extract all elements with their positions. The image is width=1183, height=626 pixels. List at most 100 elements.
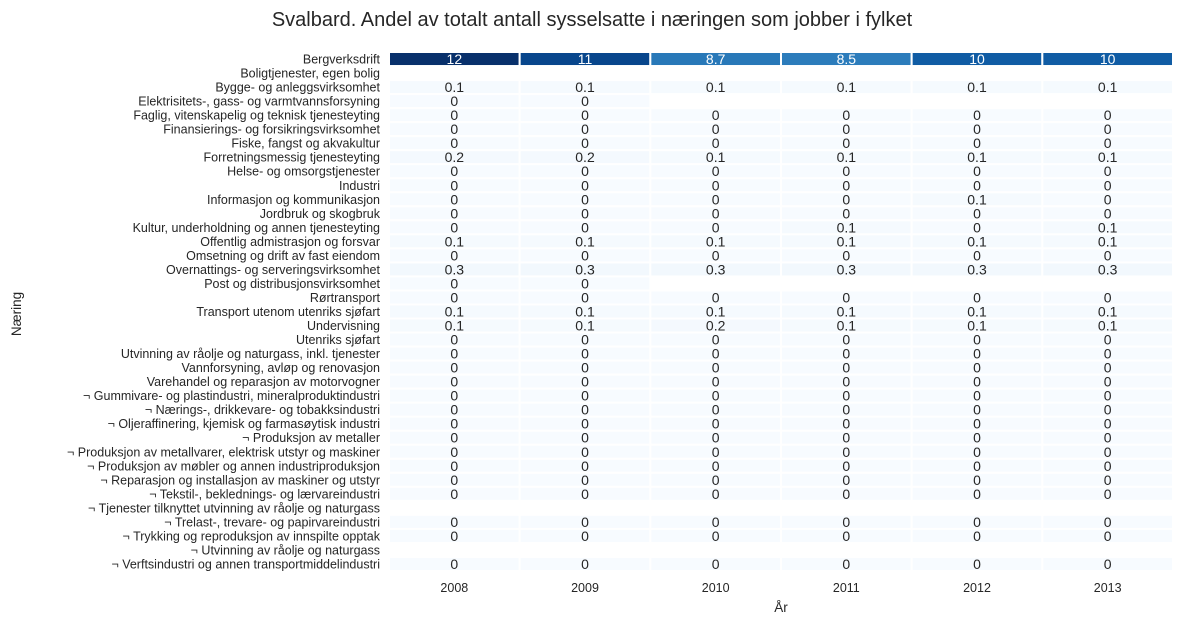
row-label: Fiske, fangst og akvakultur — [231, 137, 380, 151]
cell-value-label: 0 — [581, 177, 589, 193]
cell-value-label: 0 — [973, 219, 981, 235]
row-label: Post og distribusjonsvirksomhet — [204, 277, 380, 291]
cell-value-label: 0 — [1104, 346, 1112, 362]
cell-value-label: 0 — [1104, 472, 1112, 488]
row-label: ¬ Tjenester tilknyttet utvinning av råol… — [88, 501, 380, 515]
cell-value-label: 0 — [1104, 486, 1112, 502]
cell-value-label: 0.1 — [1098, 219, 1118, 235]
cell-value-label: 0 — [712, 135, 720, 151]
cell-value-label: 0 — [450, 107, 458, 123]
cell-value-label: 0 — [973, 205, 981, 221]
cell-value-label: 0 — [450, 430, 458, 446]
heatmap-cell — [1041, 51, 1175, 68]
row-label: Jordbruk og skogbruk — [260, 207, 381, 221]
cell-value-label: 0 — [450, 332, 458, 348]
cell-value-label: 0 — [581, 289, 589, 305]
row-label: Overnattings- og serveringsvirksomhet — [166, 263, 380, 277]
cell-value-label: 0 — [581, 275, 589, 291]
cell-value-label: 0 — [450, 135, 458, 151]
cell-value-label: 0 — [450, 93, 458, 109]
cell-value-label: 0 — [712, 472, 720, 488]
cell-value-label: 0 — [581, 163, 589, 179]
x-tick-label: 2008 — [440, 581, 468, 595]
cell-value-label: 0.3 — [575, 261, 595, 277]
cell-value-label: 0 — [581, 93, 589, 109]
cell-value-label: 0 — [1104, 107, 1112, 123]
cell-value-label: 0.1 — [967, 304, 987, 320]
cell-value-label: 0 — [581, 219, 589, 235]
cell-value-label: 0.1 — [575, 304, 595, 320]
cell-value-label: 0.1 — [967, 233, 987, 249]
cell-value-label: 0.1 — [837, 304, 857, 320]
cell-value-label: 0 — [973, 444, 981, 460]
heatmap-cell — [1041, 485, 1175, 502]
cell-value-label: 0 — [450, 346, 458, 362]
cell-value-label: 0 — [712, 374, 720, 390]
cell-value-label: 0 — [712, 444, 720, 460]
cell-value-label: 0 — [712, 556, 720, 572]
x-tick-label: 2012 — [963, 581, 991, 595]
cell-value-label: 0 — [842, 430, 850, 446]
cell-value-label: 0 — [842, 374, 850, 390]
cell-value-label: 0 — [842, 360, 850, 376]
cell-value-label: 0 — [973, 374, 981, 390]
cell-value-label: 0 — [842, 486, 850, 502]
cell-value-label: 0.1 — [1098, 149, 1118, 165]
cell-value-label: 0.2 — [706, 318, 726, 334]
cell-value-label: 0 — [842, 402, 850, 418]
cell-value-label: 0 — [1104, 444, 1112, 460]
cell-value-label: 11 — [578, 51, 593, 67]
cell-value-label: 0 — [973, 514, 981, 530]
cell-value-label: 0 — [581, 205, 589, 221]
cell-value-label: 8.7 — [706, 51, 726, 67]
cell-value-label: 0 — [842, 514, 850, 530]
cell-value-label: 0 — [581, 360, 589, 376]
cell-value-label: 0 — [1104, 289, 1112, 305]
cell-value-label: 0 — [973, 163, 981, 179]
y-axis-label: Næring — [9, 292, 24, 336]
cell-value-label: 0 — [450, 247, 458, 263]
row-label: Vannforsyning, avløp og renovasjon — [182, 361, 381, 375]
cell-value-label: 0 — [712, 514, 720, 530]
cell-value-label: 0 — [450, 388, 458, 404]
cell-value-label: 0 — [450, 275, 458, 291]
cell-value-label: 0.1 — [445, 304, 465, 320]
cell-value-label: 0 — [581, 191, 589, 207]
x-tick-labels: 2008 2009 2010 2011 2012 2013 — [440, 581, 1121, 595]
heatmap-cell — [1041, 261, 1175, 278]
cell-value-label: 0.2 — [575, 149, 595, 165]
cell-value-label: 0.1 — [837, 233, 857, 249]
cell-value-label: 0 — [973, 458, 981, 474]
cell-value-label: 0 — [973, 121, 981, 137]
cell-value-label: 0 — [450, 219, 458, 235]
row-label: ¬ Reparasjon og installasjon av maskiner… — [100, 473, 380, 487]
x-tick-label: 2010 — [702, 581, 730, 595]
cell-value-label: 0.1 — [1098, 79, 1118, 95]
cell-value-label: 0 — [973, 528, 981, 544]
cell-value-label: 0.1 — [706, 233, 726, 249]
cell-value-label: 0.1 — [706, 304, 726, 320]
cell-value-label: 0 — [712, 486, 720, 502]
row-label: ¬ Produksjon av metaller — [242, 431, 380, 445]
row-label: Varehandel og reparasjon av motorvogner — [147, 375, 380, 389]
cell-value-label: 0 — [973, 177, 981, 193]
cell-value-label: 0 — [973, 402, 981, 418]
row-label: Faglig, vitenskapelig og teknisk tjenest… — [133, 109, 380, 123]
cell-value-label: 0 — [1104, 430, 1112, 446]
cell-value-label: 0 — [1104, 177, 1112, 193]
cell-value-label: 0 — [712, 430, 720, 446]
cell-value-label: 0 — [1104, 121, 1112, 137]
cell-value-label: 0 — [712, 163, 720, 179]
cell-value-label: 0.1 — [967, 318, 987, 334]
cell-value-label: 0 — [581, 556, 589, 572]
heatmap-cells: 12 11 8.7 8.5 10 100.1 0.1 0.1 0.1 0.1 0.10 00 0 0 0 0 0… — [388, 51, 1175, 572]
cell-value-label: 0 — [842, 472, 850, 488]
cell-value-label: 0 — [450, 205, 458, 221]
cell-value-label: 10 — [969, 51, 985, 67]
cell-value-label: 0.1 — [706, 79, 726, 95]
row-label: ¬ Produksjon av metallvarer, elektrisk u… — [67, 445, 380, 459]
row-label: Informasjon og kommunikasjon — [207, 193, 380, 207]
x-tick-label: 2011 — [833, 581, 860, 595]
cell-value-label: 0 — [1104, 332, 1112, 348]
row-label: ¬ Utvinning av råolje og naturgass — [191, 543, 380, 557]
